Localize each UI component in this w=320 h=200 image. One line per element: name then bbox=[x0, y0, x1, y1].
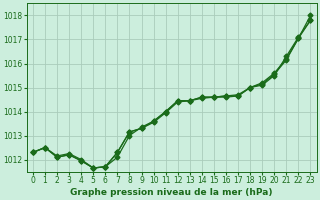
X-axis label: Graphe pression niveau de la mer (hPa): Graphe pression niveau de la mer (hPa) bbox=[70, 188, 273, 197]
